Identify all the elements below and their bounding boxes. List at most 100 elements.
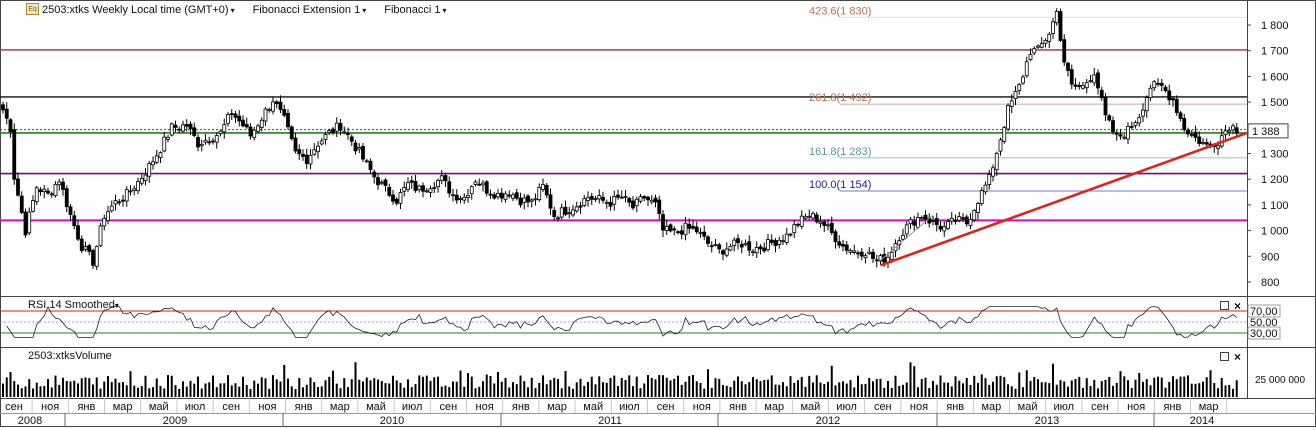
volume-bar	[962, 383, 964, 397]
month-label: июл	[1054, 401, 1075, 413]
volume-bar	[703, 388, 706, 397]
last-price-label: 1 388	[1252, 126, 1280, 138]
volume-bar	[1014, 388, 1017, 397]
candle-body	[162, 136, 167, 152]
candle-body	[184, 124, 189, 127]
volume-bar	[9, 372, 12, 397]
volume-close-icon[interactable]: ×	[1234, 350, 1242, 364]
candle-body	[443, 175, 448, 182]
volume-bar	[1055, 384, 1058, 397]
volume-bar	[512, 382, 514, 397]
study-fibonacci[interactable]: Fibonacci 1 ▾	[384, 4, 446, 16]
chart-header: 2503:xtks Weekly Local time (GMT+0) ▾ Fib…	[42, 2, 447, 18]
last-price-box	[1247, 123, 1289, 139]
candle-body	[357, 147, 362, 150]
volume-bar	[695, 381, 698, 397]
volume-bar	[1164, 387, 1167, 397]
candle-body	[1129, 125, 1134, 128]
y-tick-label: 1 500	[1261, 97, 1289, 109]
volume-bar	[808, 375, 811, 397]
volume-bar	[628, 375, 631, 397]
volume-bar	[823, 383, 826, 397]
candle-body	[859, 251, 864, 257]
eq-icon[interactable]: Eq	[26, 3, 39, 15]
rsi-maximize-button[interactable]	[1220, 301, 1229, 310]
volume-bar	[1070, 380, 1073, 397]
candle-body	[196, 136, 200, 148]
year-label: 2010	[380, 415, 404, 427]
month-label: июл	[836, 401, 857, 413]
candle-body	[23, 211, 28, 236]
volume-bar	[737, 376, 739, 397]
volume-bar	[980, 374, 983, 397]
volume-bar	[1025, 370, 1028, 397]
volume-bar	[422, 376, 424, 397]
volume-bar	[932, 380, 934, 397]
volume-maximize-button[interactable]	[1220, 352, 1229, 361]
volume-title[interactable]: 2503:xtksVolume	[28, 350, 112, 362]
candle-body	[642, 196, 647, 199]
candle-body	[91, 249, 95, 266]
volume-bar	[369, 380, 372, 397]
candle-body	[308, 154, 313, 165]
volume-bar	[572, 388, 574, 397]
candle-body	[244, 124, 249, 128]
year-label: 2012	[816, 415, 840, 427]
rsi-line	[6, 305, 1238, 338]
volume-bar	[253, 380, 256, 397]
candle-body	[526, 195, 530, 203]
candle-body	[646, 196, 650, 201]
volume-bar	[890, 387, 893, 397]
candle-body	[353, 142, 358, 152]
candle-body	[1163, 86, 1168, 91]
volume-bar	[624, 379, 627, 397]
volume-bar	[958, 380, 961, 397]
candle-body	[938, 225, 943, 230]
fib-level-label: 100.0(1 154)	[809, 179, 871, 191]
volume-bar	[785, 386, 788, 397]
volume-bar	[238, 386, 241, 397]
candle-body	[844, 244, 849, 251]
candle-body	[773, 240, 778, 247]
candle-body	[514, 192, 519, 199]
candle-body	[1099, 89, 1104, 99]
volume-bar	[1108, 376, 1111, 397]
year-label: 2008	[18, 415, 42, 427]
candle-body	[961, 217, 965, 220]
month-label: янв	[295, 401, 313, 413]
volume-bar	[272, 375, 274, 397]
volume-bar	[302, 387, 304, 397]
candle-body	[409, 180, 414, 183]
symbol-menu[interactable]: 2503:xtks Weekly Local time (GMT+0) ▾	[42, 4, 235, 16]
rsi-close-icon[interactable]: ×	[1234, 299, 1242, 313]
volume-bar	[1093, 379, 1096, 397]
candle-body	[226, 114, 230, 124]
volume-bar	[167, 375, 169, 397]
volume-bar	[144, 375, 147, 397]
candle-body	[1069, 69, 1074, 85]
volume-bar	[1003, 377, 1006, 397]
volume-bar	[864, 383, 867, 397]
candle-body	[199, 143, 204, 147]
volume-axis-label: 25 000 000	[1255, 375, 1305, 386]
candle-body	[668, 224, 673, 232]
volume-bar	[1160, 377, 1163, 397]
volume-bar	[710, 387, 713, 397]
study-fib-extension[interactable]: Fibonacci Extension 1 ▾	[253, 4, 367, 16]
candle-body	[1084, 82, 1089, 89]
volume-bar	[294, 388, 297, 397]
y-tick-label: 1 200	[1261, 174, 1289, 186]
candle-body	[342, 131, 347, 134]
candle-body	[736, 238, 740, 244]
volume-bar	[804, 386, 807, 397]
candle-body	[747, 241, 752, 251]
rsi-title[interactable]: RSI 14 Smoothed▾	[28, 299, 119, 311]
candle-body	[1148, 87, 1153, 99]
candle-body	[766, 239, 770, 251]
candle-body	[387, 187, 392, 196]
candle-body	[492, 194, 497, 199]
candle-body	[904, 224, 909, 235]
volume-bar	[137, 387, 139, 397]
candle-body	[1159, 82, 1164, 86]
volume-bar	[1052, 363, 1054, 397]
